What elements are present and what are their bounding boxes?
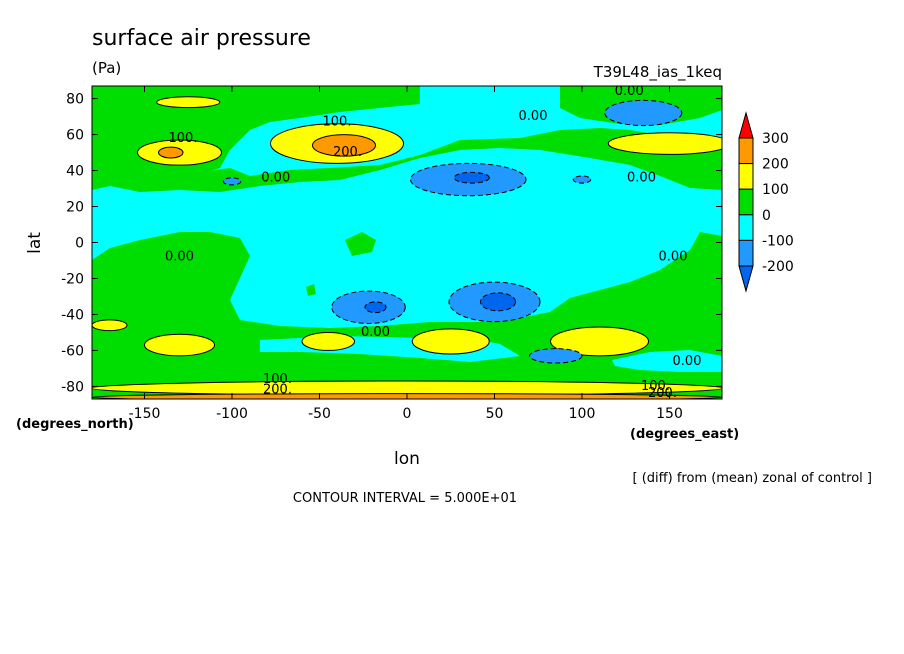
x-tick-label: 100: [569, 406, 596, 422]
contour-label: 0.00: [627, 170, 656, 185]
x-tick-label: 50: [486, 406, 504, 422]
contour-label: 0.00: [615, 84, 644, 99]
contour-region: [453, 171, 490, 184]
colorbar-top-arrow: [738, 111, 754, 139]
contour-label: 0.00: [519, 109, 548, 124]
chart-units: (Pa): [92, 59, 121, 77]
contour-region: [156, 96, 221, 109]
contour-region: [411, 328, 490, 355]
x-unit-label: (degrees_east): [630, 427, 739, 442]
x-tick-label: -150: [129, 406, 161, 422]
y-unit-label: (degrees_north): [16, 417, 134, 432]
contour-region: [222, 177, 242, 186]
colorbar-label: 200: [762, 157, 789, 173]
colorbar: 300 200 100 0 -100 -200: [738, 111, 794, 293]
colorbar-swatch: [738, 239, 754, 267]
contour-region: [144, 333, 215, 357]
colorbar-swatch: [738, 188, 754, 216]
contour-region: [301, 331, 355, 351]
y-tick-label: -40: [61, 307, 84, 323]
colorbar-bottom-arrow: [738, 265, 754, 293]
colorbar-label: -200: [762, 259, 794, 275]
contour-region: [550, 326, 649, 357]
contour-label: 0.00: [165, 249, 194, 264]
southern-cyan-cutin-b: [612, 350, 722, 372]
y-tick-label: -80: [61, 379, 84, 395]
contour-region: [92, 319, 128, 332]
y-axis-label: lat: [25, 232, 45, 254]
contour-interval: CONTOUR INTERVAL = 5.000E+01: [293, 491, 517, 506]
contour-region: [480, 292, 516, 312]
contour-label: 100.: [641, 379, 670, 394]
diff-note: [ (diff) from (mean) zonal of control ]: [633, 471, 872, 486]
y-tick-label: 0: [75, 236, 84, 252]
colorbar-swatch: [738, 214, 754, 241]
contour-region: [572, 175, 592, 184]
x-tick-label: -100: [216, 406, 248, 422]
x-tick-label: 0: [403, 406, 412, 422]
contour-region: [312, 134, 376, 157]
contour-label: 100.: [323, 115, 352, 130]
y-tick-label: 20: [66, 200, 84, 216]
experiment-label: T39L48_ias_1keq: [593, 63, 722, 82]
chart-title: surface air pressure: [92, 26, 311, 51]
contour-label: 200.: [333, 145, 362, 160]
north-atlantic-green: [92, 128, 722, 192]
contour-label: 0.00: [261, 170, 290, 185]
y-tick-label: -20: [61, 271, 84, 287]
y-axis-ticks: 80 60 40 20 0 -20 -40 -60 -80: [61, 92, 722, 395]
contour-label: 100.: [169, 131, 198, 146]
y-tick-label: 60: [66, 128, 84, 144]
colorbar-label: 100: [762, 182, 789, 198]
y-tick-label: 40: [66, 164, 84, 180]
x-axis-ticks: -150 -100 -50 0 50 100 150: [129, 86, 683, 422]
contour-label: 0.00: [673, 354, 702, 369]
x-tick-label: -50: [308, 406, 331, 422]
colorbar-swatch: [738, 163, 754, 190]
contour-region: [604, 99, 683, 127]
island-green-b: [306, 284, 316, 296]
colorbar-label: 300: [762, 131, 789, 147]
y-tick-label: -60: [61, 343, 84, 359]
y-tick-label: 80: [66, 92, 84, 108]
contour-label: 0.00: [659, 249, 688, 264]
colorbar-swatch: [738, 137, 754, 165]
contour-label: 0.00: [361, 325, 390, 340]
island-green-a: [345, 232, 376, 256]
colorbar-label: 0: [762, 208, 771, 224]
contour-region: [364, 301, 387, 314]
contour-label: 100.: [263, 372, 292, 387]
colorbar-label: -100: [762, 233, 794, 249]
contour-region: [529, 348, 583, 364]
contour-features: [92, 96, 722, 399]
contour-label: 200.: [263, 383, 292, 398]
x-axis-label: lon: [394, 449, 420, 469]
contour-region: [158, 146, 184, 159]
contour-region: [607, 132, 722, 155]
x-tick-label: 150: [656, 406, 683, 422]
